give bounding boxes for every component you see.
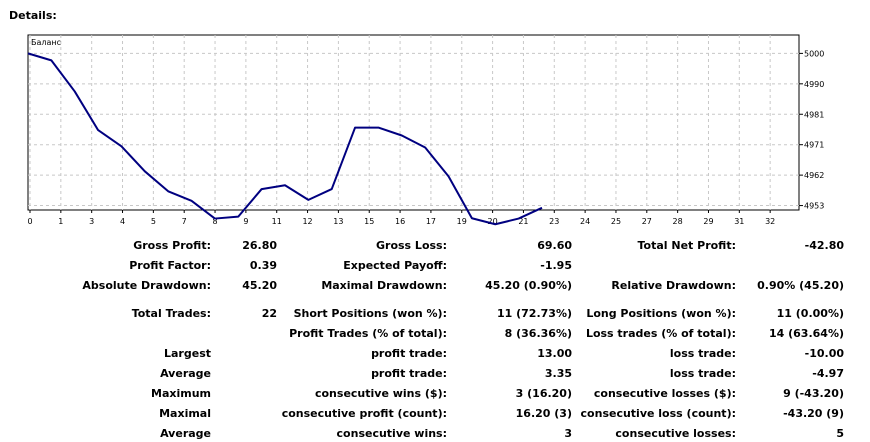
gross-loss-label: Gross Loss: bbox=[376, 239, 447, 252]
absolute-drawdown-label: Absolute Drawdown: bbox=[82, 279, 211, 292]
largest-loss-value: -10.00 bbox=[804, 347, 844, 360]
balance-series-line bbox=[27, 52, 543, 226]
x-tick-label: 21 bbox=[518, 217, 528, 226]
avg-consecutive-losses-value: 5 bbox=[836, 427, 844, 440]
max-consecutive-wins-value: 3 (16.20) bbox=[515, 387, 572, 400]
avg-consecutive-losses-label: consecutive losses: bbox=[615, 427, 736, 440]
total-trades-value: 22 bbox=[261, 307, 277, 320]
x-tick-label: 25 bbox=[611, 217, 621, 226]
expected-payoff-value: -1.95 bbox=[540, 259, 572, 272]
x-tick-label: 16 bbox=[395, 217, 405, 226]
x-tick-label: 11 bbox=[272, 217, 282, 226]
max-consecutive-losses-label: consecutive losses ($): bbox=[593, 387, 736, 400]
maximal-consecutive-loss-value: -43.20 (9) bbox=[783, 407, 844, 420]
relative-drawdown-value: 0.90% (45.20) bbox=[757, 279, 844, 292]
largest-label: Largest bbox=[164, 347, 211, 360]
avg-consecutive-wins-value: 3 bbox=[564, 427, 572, 440]
x-tick-label: 1 bbox=[58, 217, 63, 226]
y-tick-label: 5000 bbox=[804, 49, 824, 58]
largest-profit-label: profit trade: bbox=[371, 347, 447, 360]
profit-factor-value: 0.39 bbox=[249, 259, 277, 272]
x-tick-label: 7 bbox=[182, 217, 187, 226]
largest-loss-label: loss trade: bbox=[669, 347, 736, 360]
x-tick-label: 3 bbox=[89, 217, 94, 226]
largest-profit-value: 13.00 bbox=[537, 347, 572, 360]
total-net-profit-value: -42.80 bbox=[804, 239, 844, 252]
x-tick-label: 9 bbox=[243, 217, 248, 226]
y-tick-label: 4981 bbox=[804, 110, 824, 119]
avg-consecutive-wins-label: consecutive wins: bbox=[336, 427, 447, 440]
gross-profit-value: 26.80 bbox=[242, 239, 277, 252]
x-tick-label: 8 bbox=[212, 217, 217, 226]
y-tick-label: 4990 bbox=[804, 80, 824, 89]
profit-trades-label: Profit Trades (% of total): bbox=[289, 327, 447, 340]
x-tick-label: 24 bbox=[580, 217, 590, 226]
average-loss-value: -4.97 bbox=[812, 367, 844, 380]
total-trades-label: Total Trades: bbox=[131, 307, 211, 320]
x-tick-label: 13 bbox=[333, 217, 343, 226]
maximal-consecutive-profit-value: 16.20 (3) bbox=[515, 407, 572, 420]
page-title: Details: bbox=[9, 9, 57, 22]
x-tick-label: 0 bbox=[27, 217, 32, 226]
chart-legend: Баланс bbox=[31, 38, 61, 47]
x-tick-label: 23 bbox=[549, 217, 559, 226]
x-tick-label: 27 bbox=[642, 217, 652, 226]
average-profit-value: 3.35 bbox=[544, 367, 572, 380]
x-tick-label: 32 bbox=[765, 217, 775, 226]
relative-drawdown-label: Relative Drawdown: bbox=[611, 279, 736, 292]
x-tick-label: 19 bbox=[457, 217, 467, 226]
average-loss-label: loss trade: bbox=[669, 367, 736, 380]
maximal-drawdown-label: Maximal Drawdown: bbox=[321, 279, 447, 292]
expected-payoff-label: Expected Payoff: bbox=[343, 259, 447, 272]
plot-frame bbox=[27, 34, 800, 211]
short-positions-value: 11 (72.73%) bbox=[496, 307, 572, 320]
x-tick-label: 17 bbox=[426, 217, 436, 226]
x-tick-label: 12 bbox=[302, 217, 312, 226]
x-tick-label: 28 bbox=[673, 217, 683, 226]
x-tick-label: 15 bbox=[364, 217, 374, 226]
y-tick-label: 4971 bbox=[804, 141, 824, 150]
max-consecutive-wins-label: consecutive wins ($): bbox=[314, 387, 447, 400]
gross-profit-label: Gross Profit: bbox=[133, 239, 211, 252]
y-tick-label: 4953 bbox=[804, 202, 824, 211]
gross-loss-value: 69.60 bbox=[537, 239, 572, 252]
long-positions-label: Long Positions (won %): bbox=[586, 307, 736, 320]
short-positions-label: Short Positions (won %): bbox=[293, 307, 447, 320]
loss-trades-label: Loss trades (% of total): bbox=[585, 327, 736, 340]
loss-trades-value: 14 (63.64%) bbox=[768, 327, 844, 340]
average-label: Average bbox=[160, 367, 211, 380]
x-tick-label: 31 bbox=[734, 217, 744, 226]
x-tick-label: 4 bbox=[120, 217, 125, 226]
maximal-label: Maximal bbox=[159, 407, 211, 420]
total-net-profit-label: Total Net Profit: bbox=[637, 239, 737, 252]
maximum-label: Maximum bbox=[151, 387, 211, 400]
average-profit-label: profit trade: bbox=[371, 367, 447, 380]
x-tick-label: 20 bbox=[488, 217, 498, 226]
maximal-drawdown-value: 45.20 (0.90%) bbox=[485, 279, 572, 292]
profit-trades-value: 8 (36.36%) bbox=[504, 327, 572, 340]
long-positions-value: 11 (0.00%) bbox=[776, 307, 844, 320]
maximal-consecutive-loss-label: consecutive loss (count): bbox=[580, 407, 736, 420]
x-tick-label: 5 bbox=[151, 217, 156, 226]
profit-factor-label: Profit Factor: bbox=[129, 259, 211, 272]
absolute-drawdown-value: 45.20 bbox=[242, 279, 277, 292]
max-consecutive-losses-value: 9 (-43.20) bbox=[783, 387, 844, 400]
average2-label: Average bbox=[160, 427, 211, 440]
maximal-consecutive-profit-label: consecutive profit (count): bbox=[281, 407, 447, 420]
x-tick-label: 29 bbox=[703, 217, 713, 226]
y-tick-label: 4962 bbox=[804, 171, 824, 180]
